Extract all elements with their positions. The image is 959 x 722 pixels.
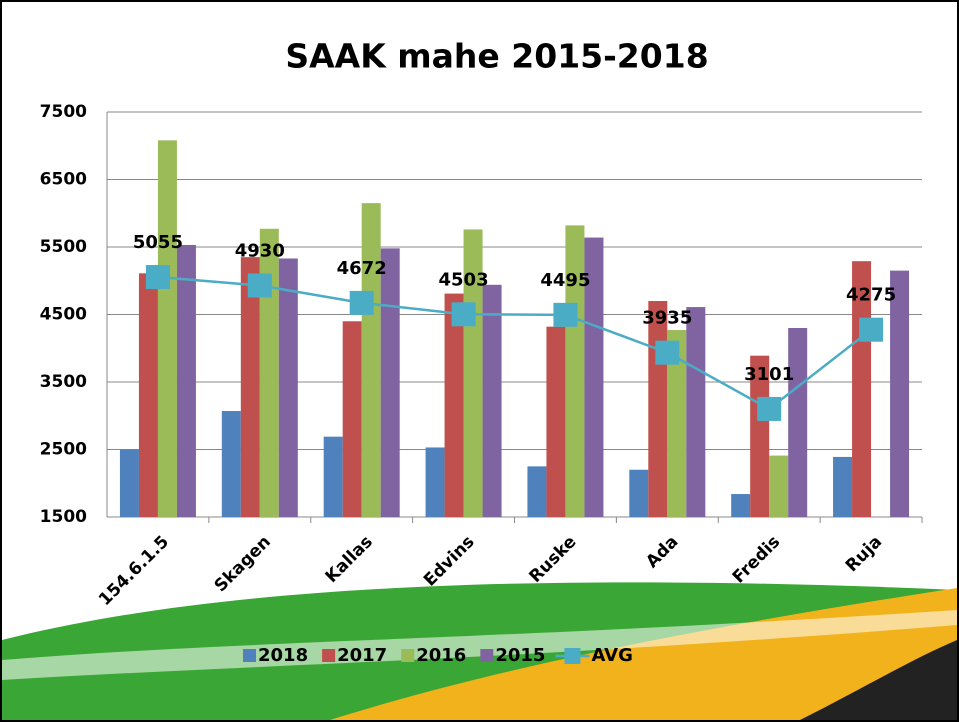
legend-label: 2017	[337, 645, 387, 666]
legend-label: 2018	[258, 645, 308, 666]
legend-swatch	[322, 649, 335, 662]
y-tick-label: 4500	[40, 305, 87, 325]
bar	[731, 494, 750, 517]
bar	[260, 229, 279, 517]
bar	[343, 321, 362, 517]
bar	[222, 411, 241, 517]
bar	[324, 437, 343, 517]
bar	[483, 285, 502, 517]
avg-marker	[859, 318, 883, 342]
data-label: 5055	[133, 232, 183, 253]
bar	[139, 273, 158, 517]
y-tick-label: 5500	[40, 237, 87, 257]
bar	[890, 271, 909, 517]
legend-label: 2016	[416, 645, 466, 666]
avg-marker	[757, 397, 781, 421]
chart-title: SAAK mahe 2015-2018	[285, 37, 708, 76]
bar	[279, 258, 298, 517]
bar	[833, 457, 852, 517]
data-label: 4930	[235, 240, 285, 261]
bar	[788, 328, 807, 517]
bar	[648, 301, 667, 517]
avg-marker	[452, 302, 476, 326]
avg-marker	[350, 291, 374, 315]
legend-label: AVG	[591, 645, 632, 666]
y-tick-label: 2500	[40, 440, 87, 460]
bar	[527, 466, 546, 517]
avg-marker	[655, 341, 679, 365]
bar	[445, 294, 464, 517]
bar	[686, 307, 705, 517]
legend-swatch	[401, 649, 414, 662]
avg-marker	[553, 303, 577, 327]
bar	[120, 450, 139, 518]
bar	[629, 470, 648, 517]
chart: SAAK mahe 2015-2018 1500 2500 3500 4500 5500…	[0, 0, 959, 722]
data-label: 3101	[744, 364, 794, 385]
bar	[362, 203, 381, 517]
y-tick-label: 3500	[40, 372, 87, 392]
data-label: 3935	[642, 308, 692, 329]
y-tick-label: 7500	[40, 102, 87, 122]
y-tick-label: 6500	[40, 170, 87, 190]
data-label: 4672	[337, 258, 387, 279]
avg-marker	[146, 265, 170, 289]
avg-marker	[248, 273, 272, 297]
legend-swatch	[480, 649, 493, 662]
legend-marker	[564, 648, 580, 664]
data-label: 4495	[540, 270, 590, 291]
bar	[769, 456, 788, 517]
bar	[381, 248, 400, 517]
legend-swatch	[243, 649, 256, 662]
data-label: 4275	[846, 285, 896, 306]
bar	[426, 447, 445, 517]
data-label: 4503	[439, 269, 489, 290]
bar	[546, 327, 565, 517]
bar	[177, 245, 196, 517]
legend-label: 2015	[495, 645, 545, 666]
y-tick-label: 1500	[40, 507, 87, 527]
bar	[158, 140, 177, 517]
